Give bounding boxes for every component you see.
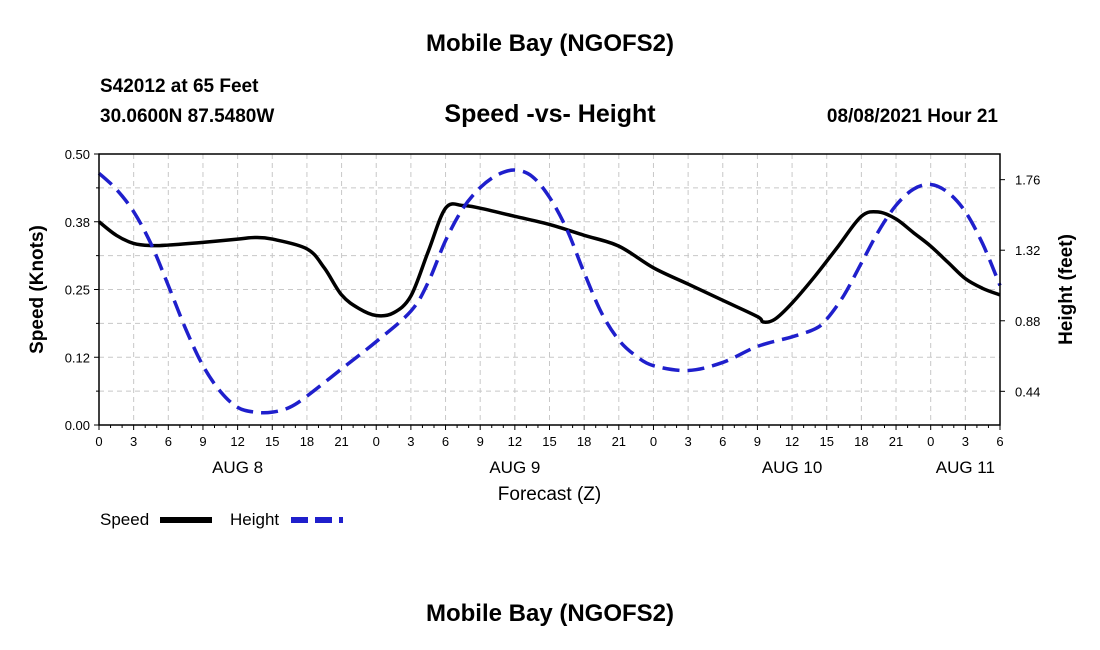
x-tick-label: 0 [927, 434, 934, 449]
ticks [94, 153, 1005, 430]
station-label: S42012 at 65 Feet [100, 76, 259, 97]
x-tick-label: 3 [130, 434, 137, 449]
x-tick-label: 12 [785, 434, 799, 449]
chart-subtitle: Speed -vs- Height [444, 100, 656, 128]
y2-tick-label: 1.76 [1015, 173, 1040, 188]
forecast-datetime: 08/08/2021 Hour 21 [826, 106, 998, 127]
day-label: AUG 8 [212, 458, 263, 477]
height-series-line [97, 168, 1002, 415]
day-label: AUG 11 [936, 458, 995, 477]
y2-axis-title: Height (feet) [1056, 234, 1077, 345]
x-tick-label: 12 [230, 434, 244, 449]
x-tick-label: 15 [819, 434, 833, 449]
x-tick-label: 6 [165, 434, 172, 449]
x-axis-title: Forecast (Z) [498, 484, 601, 505]
x-tick-label: 12 [508, 434, 522, 449]
legend: Speed Height [100, 510, 343, 529]
x-tick-label: 9 [477, 434, 484, 449]
x-tick-label: 18 [300, 434, 314, 449]
x-tick-label: 21 [889, 434, 903, 449]
day-label: AUG 9 [489, 458, 540, 477]
day-label: AUG 10 [762, 458, 822, 477]
legend-height-label: Height [230, 510, 279, 529]
y-tick-label: 0.25 [65, 283, 90, 298]
x-tick-label: 21 [334, 434, 348, 449]
speed-series-line [97, 202, 1001, 324]
x-tick-label: 3 [407, 434, 414, 449]
tick-labels: 0 3 6 9 12 15 18 21 0 3 6 9 12 15 18 21 0 3 6 9 12 15 18 21 0 3 6A… [65, 147, 1041, 477]
x-tick-label: 0 [650, 434, 657, 449]
y2-tick-label: 0.88 [1015, 314, 1040, 329]
x-tick-label: 0 [95, 434, 102, 449]
x-tick-label: 15 [265, 434, 279, 449]
x-tick-label: 6 [442, 434, 449, 449]
x-tick-label: 9 [754, 434, 761, 449]
x-tick-label: 15 [542, 434, 556, 449]
y2-tick-label: 1.32 [1015, 243, 1040, 258]
x-tick-label: 3 [962, 434, 969, 449]
y2-tick-label: 0.44 [1015, 384, 1040, 399]
coordinates-label: 30.0600N 87.5480W [100, 106, 275, 127]
y-tick-label: 0.12 [65, 350, 90, 365]
x-tick-label: 18 [854, 434, 868, 449]
x-tick-label: 21 [612, 434, 626, 449]
y-axis-title: Speed (Knots) [27, 225, 48, 354]
chart-title: Mobile Bay (NGOFS2) [425, 30, 675, 57]
y-tick-label: 0.50 [65, 147, 90, 162]
x-tick-label: 6 [719, 434, 726, 449]
x-tick-label: 18 [577, 434, 591, 449]
x-tick-label: 9 [199, 434, 206, 449]
x-tick-label: 3 [684, 434, 691, 449]
footer-title: Mobile Bay (NGOFS2) [425, 600, 675, 627]
y-tick-label: 0.38 [65, 215, 90, 230]
y-tick-label: 0.00 [65, 418, 90, 433]
legend-speed-label: Speed [100, 510, 149, 529]
x-tick-label: 6 [996, 434, 1003, 449]
x-tick-label: 0 [373, 434, 380, 449]
series-layer [97, 168, 1002, 415]
